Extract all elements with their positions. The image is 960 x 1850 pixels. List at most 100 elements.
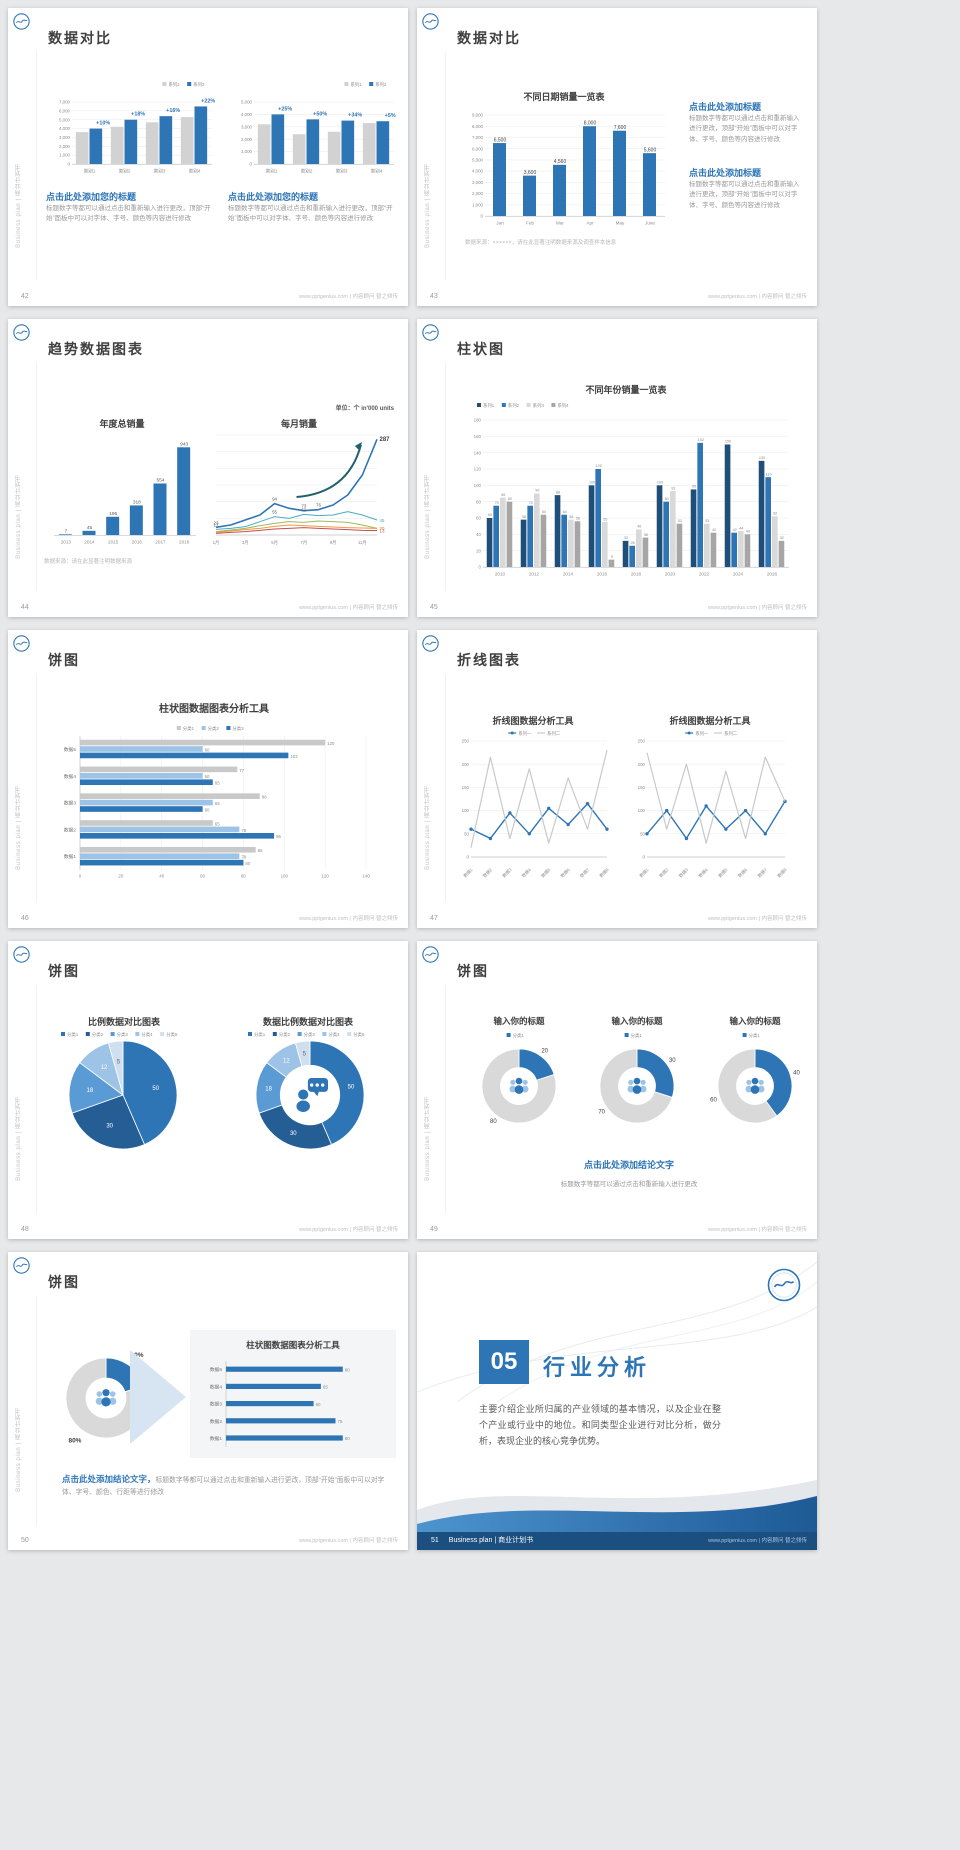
svg-text:64: 64 — [563, 510, 567, 514]
svg-text:数据1: 数据1 — [210, 1435, 223, 1442]
svg-text:100: 100 — [281, 874, 289, 879]
svg-text:40: 40 — [746, 530, 750, 534]
svg-text:数据4: 数据4 — [64, 773, 77, 780]
line-chart: 0 50 100 150 200 250 系列一 系列二 数据1 数据2 数据3 数据4 数据5 数据6 数… — [453, 727, 613, 879]
slide-50[interactable]: Business plan | 商业计划书 饼图 20% 80% 柱状图数据图表分… — [8, 1252, 408, 1550]
svg-text:8,000: 8,000 — [584, 120, 597, 126]
svg-text:0: 0 — [481, 214, 484, 219]
svg-text:数据7: 数据7 — [578, 866, 591, 879]
svg-text:数据1: 数据1 — [64, 853, 77, 860]
slide-42[interactable]: Business plan | 商业计划书 数据对比 0 1,000 2,000 3,… — [8, 8, 408, 306]
slide-47[interactable]: Business plan | 商业计划书 折线图表 折线图数据分析工具 0 50… — [417, 630, 817, 928]
svg-text:23: 23 — [214, 520, 219, 525]
horizontal-bar-chart: 数据5 80 数据4 65 数据3 60 数据2 75 数据1 80 — [200, 1357, 386, 1449]
footer-site-text: www.pptgenius.com | 内容顾问 替之倾传 — [299, 916, 398, 922]
svg-text:77: 77 — [239, 768, 244, 773]
sidebar-divider-line — [36, 52, 37, 280]
svg-text:2018: 2018 — [631, 572, 642, 577]
svg-text:250: 250 — [638, 739, 646, 744]
svg-text:100: 100 — [638, 808, 646, 813]
slide-46[interactable]: Business plan | 商业计划书 饼图 柱状图数据图表分析工具 0 20… — [8, 630, 408, 928]
svg-text:0: 0 — [68, 162, 71, 167]
svg-text:9,000: 9,000 — [472, 113, 484, 118]
slide-43[interactable]: Business plan | 商业计划书 数据对比 不同日期销量一览表 0 1,… — [417, 8, 817, 306]
sidebar-divider-line — [445, 52, 446, 280]
svg-text:2,000: 2,000 — [241, 137, 253, 142]
svg-text:系列4: 系列4 — [557, 402, 569, 409]
svg-text:5: 5 — [303, 1051, 307, 1057]
brand-logo-icon — [767, 1268, 801, 1302]
svg-text:3,000: 3,000 — [241, 124, 253, 129]
svg-text:60: 60 — [205, 747, 210, 752]
slide-49[interactable]: Business plan | 商业计划书 饼图 输入你的标题 分类1 20 80 … — [417, 941, 817, 1239]
sidebar-vertical-text: Business plan | 商业计划书 — [16, 1096, 22, 1181]
svg-text:数据6: 数据6 — [559, 866, 572, 879]
page-number: 48 — [21, 1226, 29, 1233]
section-number: 05 — [479, 1340, 529, 1384]
svg-text:4,000: 4,000 — [241, 112, 253, 117]
svg-text:5,000: 5,000 — [472, 157, 484, 162]
block-heading: 点击此处添加标题 — [689, 168, 762, 178]
donut-group-title: 输入你的标题 — [729, 1016, 781, 1026]
slide-title: 饼图 — [48, 1274, 80, 1290]
donut-group-title: 输入你的标题 — [493, 1016, 545, 1026]
line-chart: 1月 3月 5月 7月 9月 11月 287 45 20 20 13 23 94 73 76 17 55 62 — [208, 431, 394, 547]
svg-text:100: 100 — [462, 808, 470, 813]
sidebar-vertical-text: Business plan | 商业计划书 — [16, 1407, 22, 1492]
footer-site-text: www.pptgenius.com | 内容顾问 替之倾传 — [708, 294, 807, 300]
svg-text:150: 150 — [725, 440, 731, 444]
pie-chart: 分类1 分类2 分类3 分类4 分类5 50 30 18 12 5 — [60, 1028, 186, 1152]
grouped-bar-chart: 0 20 40 60 80 100 120 140 160 180 系列1 系列2 系列3 系列4 60 75… — [457, 399, 793, 579]
svg-text:+18%: +18% — [131, 112, 145, 118]
slide-44[interactable]: Business plan | 商业计划书 趋势数据图表 单位：个 in'000… — [8, 319, 408, 617]
svg-text:58: 58 — [569, 515, 573, 519]
svg-text:65: 65 — [215, 801, 220, 806]
svg-text:0: 0 — [643, 855, 646, 860]
svg-text:46: 46 — [637, 525, 641, 529]
chart-title: 数据比例数据对比图表 — [262, 1017, 353, 1027]
svg-text:65: 65 — [323, 1385, 328, 1390]
svg-text:60: 60 — [205, 807, 210, 812]
bottom-wave-graphic — [417, 1480, 817, 1550]
svg-text:50: 50 — [348, 1084, 355, 1090]
svg-text:150: 150 — [638, 785, 646, 790]
svg-text:Mar: Mar — [556, 221, 564, 226]
donut-chart: 分类1 40 60 — [703, 1029, 807, 1133]
svg-text:45: 45 — [380, 518, 385, 523]
svg-text:分类2: 分类2 — [92, 1031, 104, 1038]
slide-title: 柱状图 — [457, 341, 505, 357]
footer-site-text: www.pptgenius.com | 内容顾问 替之倾传 — [708, 916, 807, 922]
svg-text:287: 287 — [380, 437, 391, 443]
svg-text:+16%: +16% — [166, 108, 180, 114]
svg-text:3,000: 3,000 — [59, 135, 71, 140]
svg-text:88: 88 — [556, 490, 560, 494]
svg-text:4,000: 4,000 — [59, 126, 71, 131]
svg-text:数据4: 数据4 — [697, 866, 710, 879]
svg-text:系列3: 系列3 — [533, 402, 545, 409]
sidebar-divider-line — [445, 363, 446, 591]
svg-text:42: 42 — [733, 528, 737, 532]
svg-text:58: 58 — [522, 515, 526, 519]
brand-logo-icon — [13, 635, 30, 652]
brand-logo-icon — [13, 946, 30, 963]
svg-text:200: 200 — [638, 762, 646, 767]
svg-text:1,000: 1,000 — [472, 202, 484, 207]
slide-48[interactable]: Business plan | 商业计划书 饼图 比例数据对比图表 分类1 分类2… — [8, 941, 408, 1239]
svg-text:2018: 2018 — [179, 540, 190, 545]
svg-text:30: 30 — [290, 1131, 297, 1137]
svg-text:2015: 2015 — [108, 540, 119, 545]
svg-text:0: 0 — [479, 565, 482, 570]
svg-text:系列一: 系列一 — [518, 730, 532, 737]
slide-51-section-divider[interactable]: 05 行业分析 主要介绍企业所归属的产业领域的基本情况，以及企业在整个产业或行业… — [417, 1252, 817, 1550]
sidebar-vertical-text: Business plan | 商业计划书 — [425, 474, 431, 559]
slide-45[interactable]: Business plan | 商业计划书 柱状图 不同年份销量一览表 0 20 4… — [417, 319, 817, 617]
svg-text:5: 5 — [117, 1060, 121, 1066]
svg-text:3,600: 3,600 — [524, 170, 537, 176]
svg-text:分类2: 分类2 — [208, 725, 220, 732]
slide-title: 数据对比 — [457, 30, 521, 46]
svg-text:55: 55 — [272, 510, 277, 515]
svg-text:100: 100 — [657, 481, 663, 485]
footer-site-text: www.pptgenius.com | 内容顾问 替之倾传 — [299, 1227, 398, 1233]
svg-text:75: 75 — [529, 501, 533, 505]
svg-text:9: 9 — [611, 555, 613, 559]
